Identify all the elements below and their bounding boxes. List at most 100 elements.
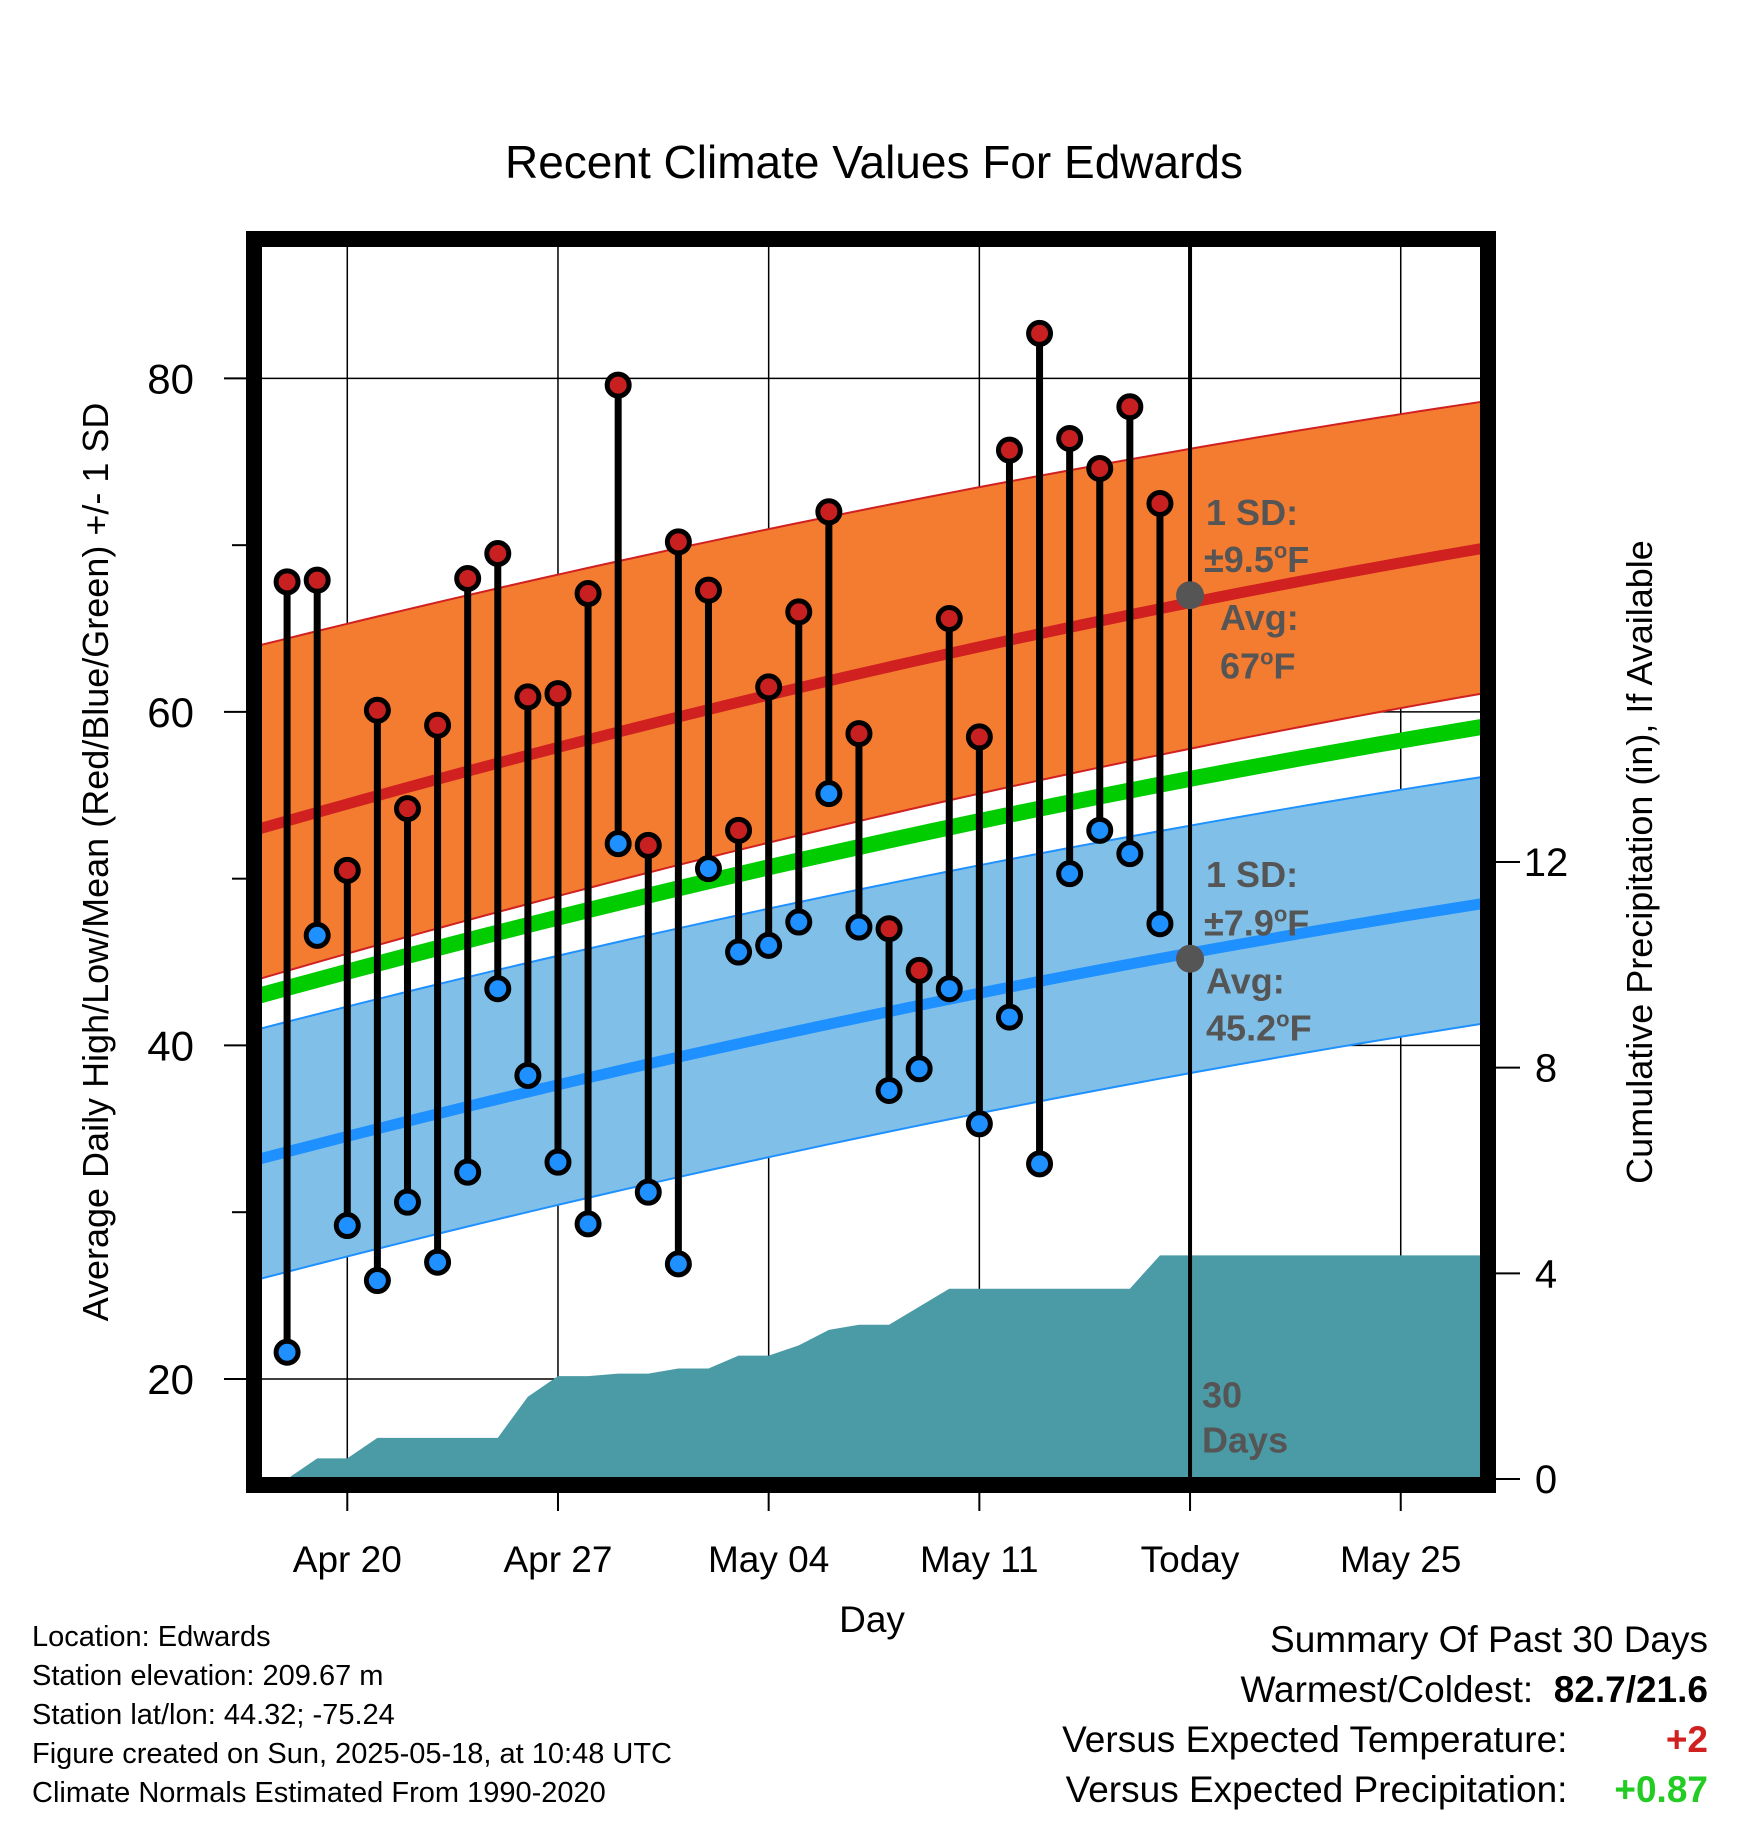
warm-cold-label: Warmest/Coldest:	[1240, 1669, 1534, 1710]
low-marker	[273, 1338, 301, 1366]
y-tick-label: 40	[147, 1022, 194, 1069]
x-tick-label: Apr 20	[293, 1539, 402, 1580]
latlon-text: Station lat/lon: 44.32; -75.24	[32, 1699, 395, 1731]
daily-range-bars	[273, 319, 1174, 1366]
x-axis-label: Day	[839, 1599, 905, 1640]
low-avg-today-dot	[1176, 944, 1205, 973]
x-tick-label: May 25	[1340, 1539, 1461, 1580]
high-marker	[995, 436, 1023, 464]
high-marker	[935, 605, 963, 633]
high-marker	[273, 568, 301, 596]
high-avg-line	[260, 543, 1482, 834]
precipitation-area	[287, 1255, 1482, 1479]
low-avg-value: 45.2oF	[1206, 1006, 1312, 1048]
low-marker	[1146, 910, 1174, 938]
high-marker	[755, 673, 783, 701]
summary-warm-cold: Warmest/Coldest: 82.7/21.6	[1062, 1665, 1708, 1715]
low-marker	[664, 1250, 692, 1278]
low-marker	[303, 921, 331, 949]
days-note-label: Days	[1202, 1419, 1288, 1460]
high-marker	[1056, 424, 1084, 452]
high-marker	[424, 711, 452, 739]
y-tick-label: 80	[147, 355, 194, 402]
y-axis-label: Average Daily High/Low/Mean (Red/Blue/Gr…	[75, 403, 116, 1322]
normal-bands	[260, 400, 1482, 1280]
low-avg-label: Avg:	[1206, 961, 1285, 1002]
created-text: Figure created on Sun, 2025-05-18, at 10…	[32, 1738, 672, 1770]
high-sd-label: 1 SD:	[1206, 492, 1298, 533]
low-marker	[393, 1188, 421, 1216]
low-marker	[574, 1210, 602, 1238]
station-info: Location: Edwards Station elevation: 209…	[32, 1618, 672, 1813]
high-marker	[965, 723, 993, 751]
high-marker	[1146, 489, 1174, 517]
low-marker	[845, 913, 873, 941]
low-marker	[694, 855, 722, 883]
precip-value: +0.87	[1614, 1769, 1708, 1810]
x-tick-label: Today	[1141, 1539, 1240, 1580]
high-marker	[1086, 454, 1114, 482]
low-marker	[604, 830, 632, 858]
y-tick-label: 60	[147, 689, 194, 736]
high-marker	[574, 580, 602, 608]
precip-label: Versus Expected Precipitation:	[1065, 1769, 1568, 1810]
y2-tick-label: 0	[1535, 1458, 1557, 1502]
low-marker	[634, 1178, 662, 1206]
high-avg-label: Avg:	[1220, 597, 1299, 638]
low-marker	[333, 1212, 361, 1240]
high-marker	[875, 915, 903, 943]
high-marker	[393, 795, 421, 823]
low-marker	[514, 1061, 542, 1089]
high-avg-today-dot	[1176, 581, 1205, 610]
low-marker	[1026, 1150, 1054, 1178]
low-sd-value: ±7.9oF	[1204, 901, 1309, 943]
low-avg-line	[260, 898, 1482, 1165]
x-tick-label: May 04	[708, 1539, 829, 1580]
low-marker	[454, 1158, 482, 1186]
low-marker	[424, 1248, 452, 1276]
low-marker	[785, 908, 813, 936]
location-text: Location: Edwards	[32, 1621, 271, 1653]
low-marker	[905, 1055, 933, 1083]
x-tick-label: May 11	[920, 1539, 1039, 1580]
precip-area-fill	[287, 1255, 1482, 1479]
high-marker	[303, 566, 331, 594]
y2-tick-label: 8	[1535, 1047, 1557, 1091]
low-marker	[755, 931, 783, 959]
high-marker	[1116, 393, 1144, 421]
high-marker	[905, 956, 933, 984]
high-marker	[694, 576, 722, 604]
temp-label: Versus Expected Temperature:	[1062, 1719, 1568, 1760]
x-tick-label: Apr 27	[503, 1539, 612, 1580]
low-marker	[935, 975, 963, 1003]
elevation-text: Station elevation: 209.67 m	[32, 1660, 384, 1692]
y2-axis-label: Cumulative Precipitation (in), If Availa…	[1619, 540, 1660, 1184]
mean-avg-line	[260, 719, 1482, 1004]
high-sd-value: ±9.5oF	[1204, 538, 1309, 580]
high-marker	[815, 498, 843, 526]
high-marker	[845, 720, 873, 748]
high-marker	[514, 683, 542, 711]
low-marker	[1086, 816, 1114, 844]
summary-temp: Versus Expected Temperature: +2	[1062, 1715, 1708, 1765]
high-marker	[333, 856, 361, 884]
y-tick-label: 20	[147, 1356, 194, 1403]
high-marker	[544, 680, 572, 708]
high-marker	[454, 565, 482, 593]
high-avg-value: 67oF	[1220, 645, 1296, 687]
low-marker	[544, 1148, 572, 1176]
plot-frame	[246, 231, 1496, 1493]
low-sd-label: 1 SD:	[1206, 854, 1298, 895]
warm-cold-value: 82.7/21.6	[1553, 1669, 1708, 1710]
high-marker	[363, 696, 391, 724]
low-marker	[875, 1076, 903, 1104]
y2-tick-label: 4	[1535, 1252, 1557, 1296]
high-marker	[725, 816, 753, 844]
low-marker	[1116, 840, 1144, 868]
high-marker	[785, 598, 813, 626]
high-marker	[664, 528, 692, 556]
low-marker	[995, 1003, 1023, 1031]
